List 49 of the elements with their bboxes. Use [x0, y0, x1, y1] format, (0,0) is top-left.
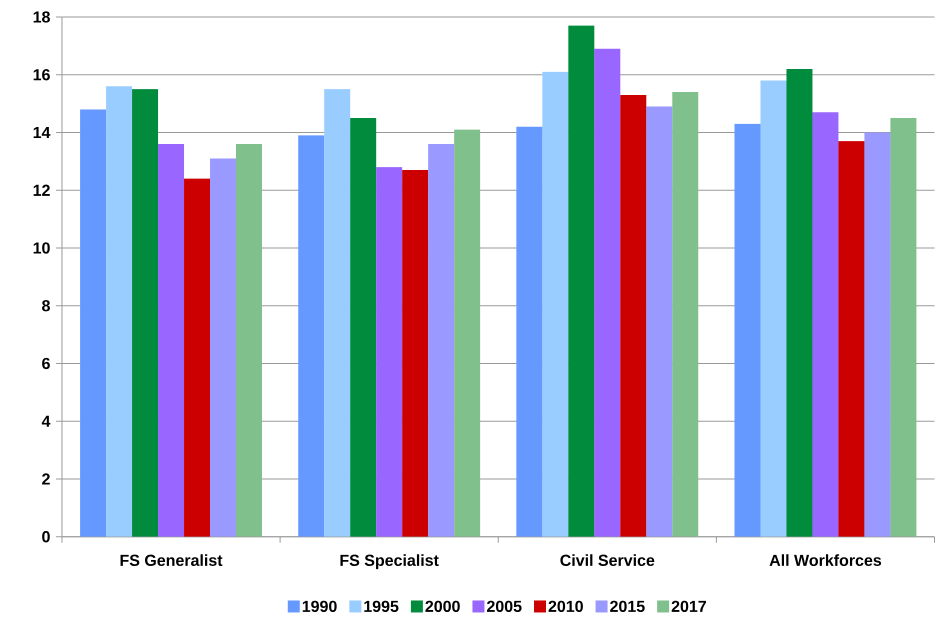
- bar: [646, 106, 672, 537]
- bar: [620, 95, 646, 537]
- legend-label: 2010: [548, 600, 583, 612]
- bar: [786, 69, 812, 537]
- legend-label: 2000: [425, 600, 460, 612]
- bar: [672, 92, 698, 537]
- bar: [864, 132, 890, 537]
- bar: [324, 89, 350, 537]
- y-tick-label: 14: [34, 127, 50, 138]
- y-tick-label: 16: [34, 69, 50, 81]
- bar: [80, 110, 106, 537]
- y-tick-label: 8: [42, 300, 50, 312]
- legend-label: 2017: [672, 600, 706, 612]
- bar: [236, 144, 262, 537]
- bar: [568, 26, 594, 537]
- x-tick-label: FS Specialist: [340, 554, 439, 570]
- y-tick-label: 6: [42, 358, 50, 370]
- bar: [132, 89, 158, 537]
- bar: [812, 112, 838, 537]
- bar: [350, 118, 376, 537]
- bar: [734, 124, 760, 537]
- y-tick-label: 10: [34, 242, 50, 254]
- bar: [838, 141, 864, 537]
- bar: [454, 130, 480, 537]
- x-tick-label: All Workforces: [770, 554, 882, 566]
- bar: [210, 158, 236, 537]
- bar: [158, 144, 184, 537]
- bar: [184, 178, 210, 537]
- y-tick-label: 18: [34, 11, 50, 23]
- y-tick-label: 0: [42, 531, 50, 543]
- y-tick-label: 4: [42, 416, 50, 427]
- bar: [298, 136, 324, 537]
- bar: [428, 144, 454, 537]
- bar: [890, 118, 916, 537]
- bar: [106, 86, 132, 537]
- legend-label: 1990: [302, 600, 337, 612]
- y-tick-label: 2: [42, 474, 50, 485]
- bar: [376, 167, 402, 537]
- legend-label: 2005: [486, 600, 522, 612]
- x-tick-label: FS Generalist: [120, 554, 222, 566]
- bar: [760, 80, 786, 537]
- bar: [542, 72, 568, 537]
- bar: [402, 170, 428, 537]
- bar: [516, 126, 542, 537]
- y-tick-label: 12: [34, 184, 50, 196]
- legend-label: 1995: [364, 600, 398, 612]
- x-tick-label: Civil Service: [560, 554, 654, 566]
- bar: [594, 48, 620, 537]
- legend-label: 2015: [610, 600, 645, 612]
